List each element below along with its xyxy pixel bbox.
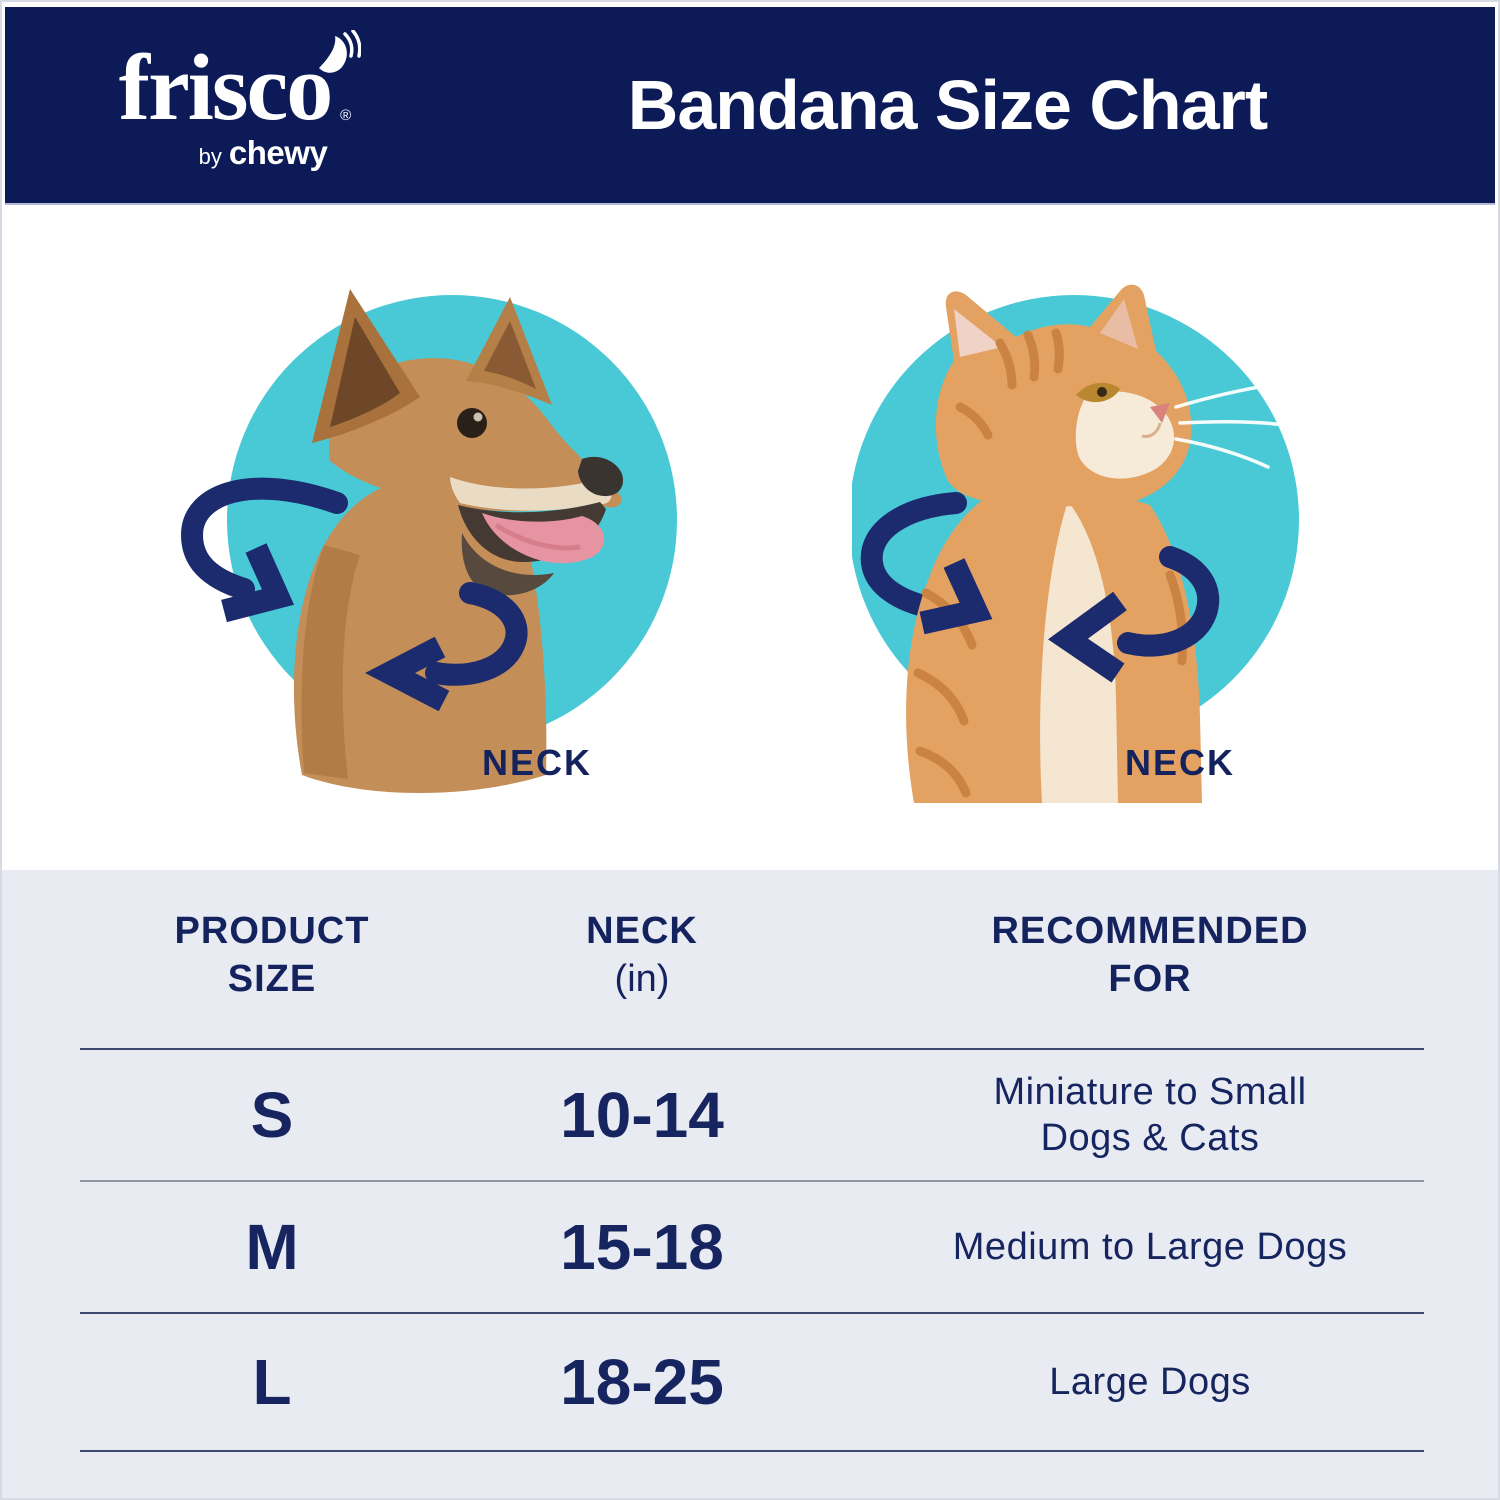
- frisco-brand-text: frisco: [118, 36, 333, 141]
- column-header-recommended-for: RECOMMENDED FOR: [820, 908, 1424, 1004]
- size-table-header-row: PRODUCT SIZE NECK (in) RECOMMENDED FOR: [80, 898, 1424, 1050]
- tail-flourish-icon: [319, 30, 362, 74]
- dog-neck-label: NECK: [481, 742, 593, 783]
- by-chewy-byline: by chewy: [199, 134, 328, 172]
- size-value: M: [245, 1211, 299, 1283]
- header-unit: (in): [614, 957, 670, 1000]
- cat-neck-label: NECK: [1124, 742, 1236, 783]
- header-line: SIZE: [227, 957, 317, 1000]
- neck-range-value: 10-14: [560, 1079, 724, 1151]
- header-line: NECK: [586, 910, 698, 952]
- size-value: L: [252, 1346, 292, 1418]
- size-value: S: [250, 1079, 294, 1151]
- page-title: Bandana Size Chart: [627, 66, 1268, 144]
- byline-by-text: by: [198, 143, 222, 169]
- cat-whiskers: [1174, 383, 1286, 469]
- size-row-medium: M 15-18 Medium to Large Dogs: [80, 1182, 1424, 1314]
- recommended-for-value: Miniature to Small Dogs & Cats: [993, 1070, 1307, 1159]
- column-header-neck-in: NECK (in): [464, 908, 820, 1004]
- neck-measure-arrow-left: [860, 492, 967, 620]
- neck-range-value: 15-18: [560, 1211, 724, 1283]
- recommended-for-value: Medium to Large Dogs: [952, 1225, 1348, 1268]
- frisco-wordmark: frisco ®: [119, 30, 362, 135]
- header-banner: frisco ® by chewy Bandana Size Chart: [5, 7, 1495, 205]
- neck-measure-arrow-left: [180, 477, 348, 600]
- measurement-diagrams: NECK: [2, 207, 1498, 870]
- size-row-small: S 10-14 Miniature to Small Dogs & Cats: [80, 1050, 1424, 1182]
- arrowhead-up-left-icon: [1048, 591, 1127, 683]
- chewy-brand-text: chewy: [228, 133, 328, 171]
- dog-photo: [180, 289, 677, 794]
- dog-head-illustration: [293, 289, 624, 794]
- arrowhead-down-right-icon: [221, 543, 295, 623]
- size-table: PRODUCT SIZE NECK (in) RECOMMENDED FOR S…: [2, 870, 1498, 1498]
- column-header-product-size: PRODUCT SIZE: [80, 908, 464, 1004]
- neck-range-value: 18-25: [560, 1346, 724, 1418]
- cat-neck-diagram: NECK: [852, 245, 1412, 835]
- header-line: FOR: [1108, 957, 1192, 1000]
- frisco-by-chewy-logo: frisco ® by chewy: [5, 30, 445, 172]
- arrowhead-up-left-icon: [365, 636, 450, 712]
- neck-measure-arrow-right: [1117, 546, 1220, 657]
- recommended-for-value: Large Dogs: [1049, 1360, 1251, 1403]
- header-line: PRODUCT: [174, 910, 370, 952]
- cat-photo: [852, 284, 1299, 803]
- neck-measure-arrow-right: [425, 582, 528, 686]
- dog-neck-diagram: NECK: [152, 245, 712, 835]
- size-row-large: L 18-25 Large Dogs: [80, 1314, 1424, 1452]
- arrowhead-down-right-icon: [919, 558, 993, 635]
- registered-trademark-symbol: ®: [340, 106, 352, 124]
- header-line: RECOMMENDED: [991, 910, 1309, 952]
